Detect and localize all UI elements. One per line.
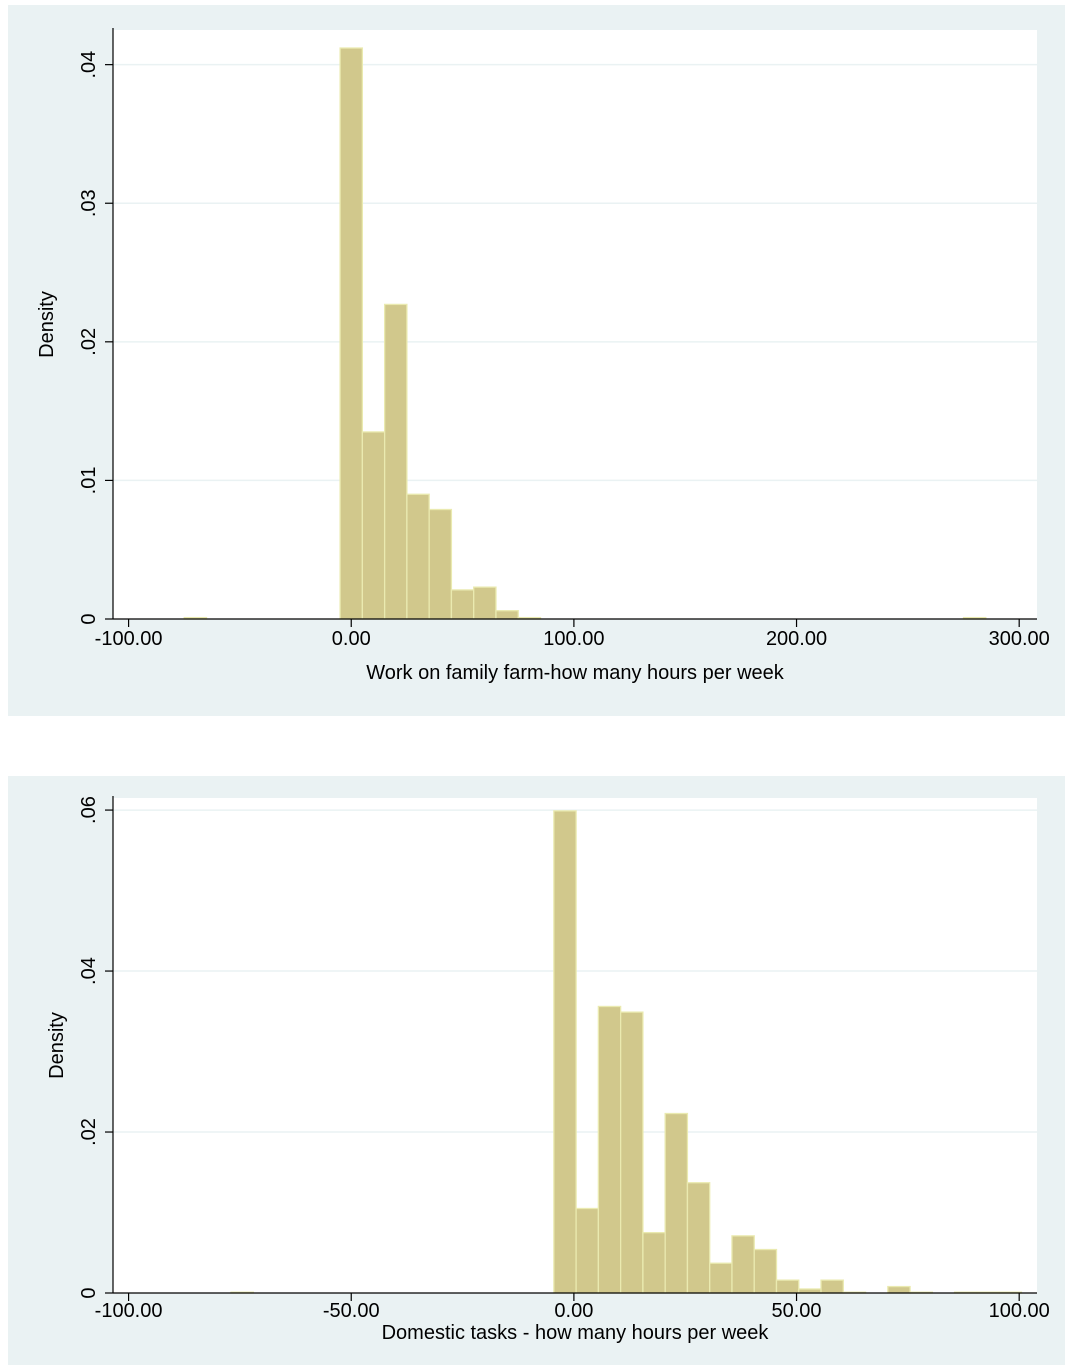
chart-panel-domestic-hours: 0 .02 .04 .06 -100.00 -50.00 0.00 50.00 100.00 Do…: [8, 776, 1065, 1365]
chart-panel-farm-hours: 0 .01 .02 .03 .04 -100.00 0.00 100.00 200.00 300.…: [8, 5, 1065, 716]
histogram-bar: [820, 1279, 844, 1294]
histogram-bar: [575, 1207, 600, 1294]
histogram-bar: [887, 1285, 911, 1294]
y-tick-label: .06: [78, 796, 100, 824]
y-tick-label: .01: [78, 467, 100, 495]
x-tick-label: -100.00: [95, 1300, 163, 1322]
histogram-bar: [406, 493, 430, 620]
y-axis-label: Density: [36, 291, 58, 358]
x-tick-label: -50.00: [323, 1300, 380, 1322]
histogram-farm-hours: 0 .01 .02 .03 .04 -100.00 0.00 100.00 200.00 300.…: [36, 28, 1050, 684]
histogram-domestic-hours: 0 .02 .04 .06 -100.00 -50.00 0.00 50.00 100.00 Do…: [46, 796, 1050, 1344]
y-tick-label: 0: [78, 1287, 100, 1298]
x-tick-label: 200.00: [766, 628, 827, 650]
x-tick-label: 100.00: [543, 628, 604, 650]
histogram-bar: [709, 1262, 733, 1294]
y-axis-label: Density: [46, 1012, 68, 1079]
histogram-bar: [753, 1248, 778, 1294]
y-tick-label: .02: [78, 328, 100, 356]
histogram-bar: [495, 610, 519, 620]
x-tick-label: 100.00: [989, 1300, 1050, 1322]
y-tick-label: .03: [78, 189, 100, 217]
x-axis-label: Work on family farm-how many hours per w…: [366, 662, 785, 684]
histogram-bar: [428, 508, 453, 620]
histogram-bar: [473, 586, 497, 620]
histogram-bar: [642, 1231, 666, 1294]
histogram-bar: [619, 1011, 644, 1294]
histogram-bar: [775, 1279, 800, 1294]
y-tick-label: .04: [78, 957, 100, 985]
bars: [183, 47, 987, 620]
x-tick-label: 50.00: [772, 1300, 822, 1322]
histogram-bar: [383, 303, 408, 620]
y-tick-label: .04: [78, 51, 100, 79]
histogram-bar: [664, 1112, 689, 1294]
histogram-bar: [597, 1005, 622, 1294]
histogram-bar: [731, 1235, 755, 1294]
x-tick-label: 0.00: [332, 628, 371, 650]
histogram-bar: [686, 1182, 711, 1294]
y-tick-label: .02: [78, 1118, 100, 1146]
histogram-bar: [361, 431, 386, 620]
histogram-bar: [450, 589, 475, 620]
x-tick-label: 300.00: [989, 628, 1050, 650]
x-tick-label: -100.00: [95, 628, 163, 650]
x-axis-label: Domestic tasks - how many hours per week: [382, 1322, 770, 1344]
x-tick-label: 0.00: [554, 1300, 593, 1322]
histogram-bar: [553, 810, 577, 1294]
histogram-bar: [798, 1288, 822, 1294]
y-tick-label: 0: [78, 613, 100, 624]
plot-area: [113, 30, 1037, 619]
histogram-bar: [339, 47, 364, 620]
